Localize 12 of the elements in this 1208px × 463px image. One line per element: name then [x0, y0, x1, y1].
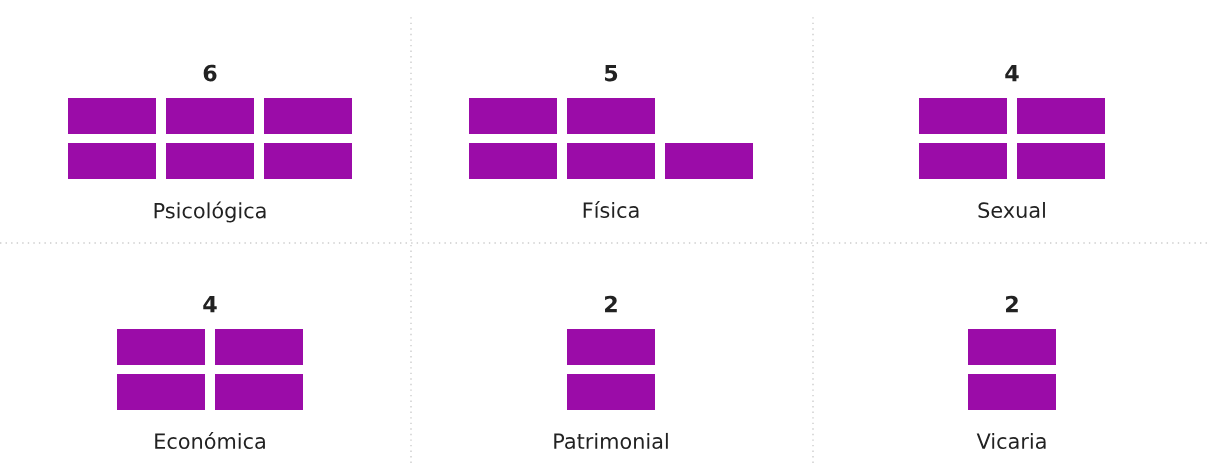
category-label: Sexual — [978, 201, 1045, 219]
category-label: Vicaria — [976, 432, 1046, 450]
data-label: 6 — [203, 64, 217, 82]
category-label: Psicológica — [154, 201, 266, 223]
data-label: 2 — [1006, 295, 1018, 313]
data-label: 2 — [605, 295, 617, 313]
data-label: 5 — [604, 64, 618, 82]
category-label: Económica — [155, 432, 265, 450]
category-label: Física — [583, 201, 639, 219]
data-label: 4 — [1005, 64, 1019, 82]
data-label: 4 — [203, 295, 217, 313]
category-label: Patrimonial — [554, 432, 668, 450]
